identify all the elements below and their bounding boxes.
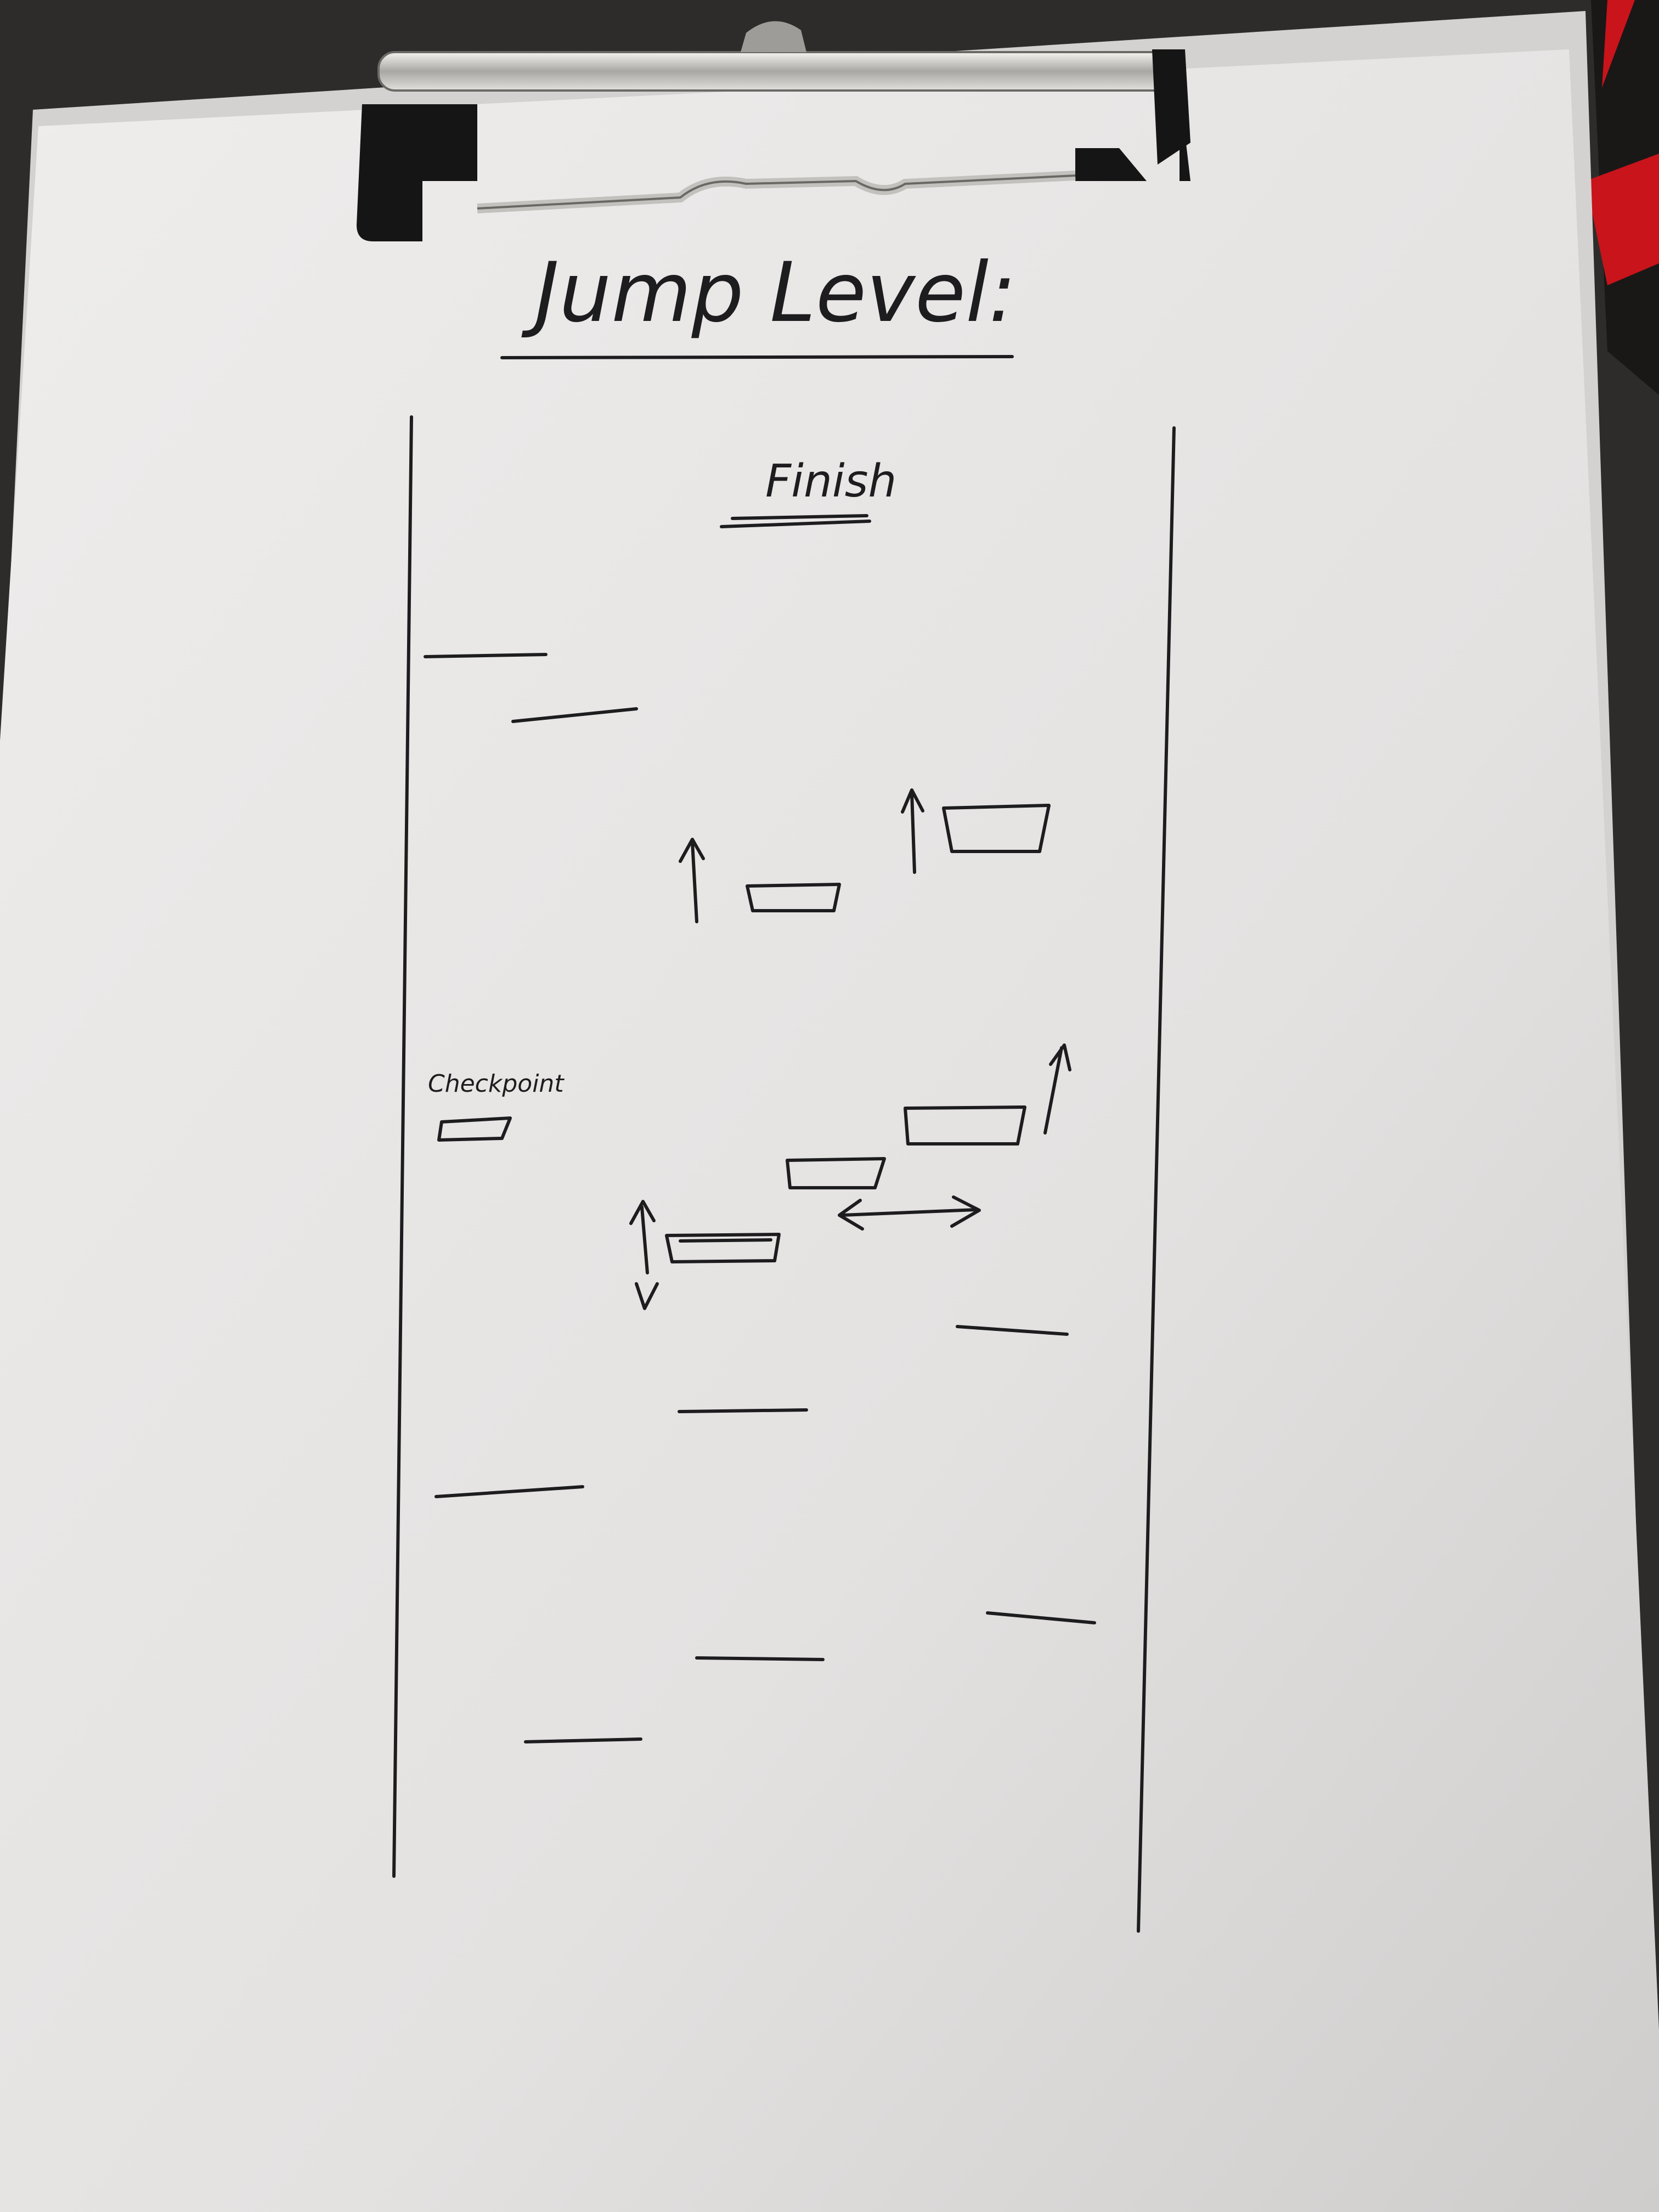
finish-underline: [720, 520, 871, 528]
moving-platform-inner-line: [679, 1238, 772, 1243]
paper-sheet: [0, 49, 1659, 2212]
ledge: [424, 653, 548, 658]
sheet-title: Jump Level:: [521, 245, 1016, 341]
fabric-red-stripe: [1602, 0, 1635, 88]
ledge: [511, 707, 638, 723]
ledge: [956, 1325, 1069, 1336]
arrow-left-right-icon: [838, 1195, 981, 1231]
moving-platform: [665, 1233, 781, 1263]
ledge: [678, 1408, 808, 1413]
moving-platform: [904, 1105, 1026, 1146]
level-left-wall: [392, 415, 413, 1878]
moving-platform: [942, 804, 1051, 853]
moving-platform: [786, 1157, 886, 1189]
ledge: [695, 1656, 825, 1661]
arrow-up-icon: [1043, 1043, 1071, 1135]
checkpoint-platform: [437, 1116, 512, 1142]
level-sketch: Jump Level: Finish Checkpoint: [392, 245, 1176, 1933]
ledge: [986, 1611, 1096, 1624]
arrow-up-down-icon: [629, 1200, 659, 1310]
checkpoint-label: Checkpoint: [428, 1070, 565, 1098]
level-right-wall: [1137, 426, 1176, 1933]
title-underline: [500, 355, 1014, 359]
arrow-up-icon: [679, 838, 705, 923]
finish-label: Finish: [765, 455, 896, 507]
fabric-red-stripe-2: [1585, 154, 1659, 285]
ledge: [524, 1737, 642, 1743]
moving-platform: [746, 883, 841, 912]
clip: [357, 21, 1190, 241]
ledge: [435, 1485, 584, 1498]
finish-underline-2: [731, 514, 868, 520]
arrow-up-icon: [901, 788, 924, 874]
